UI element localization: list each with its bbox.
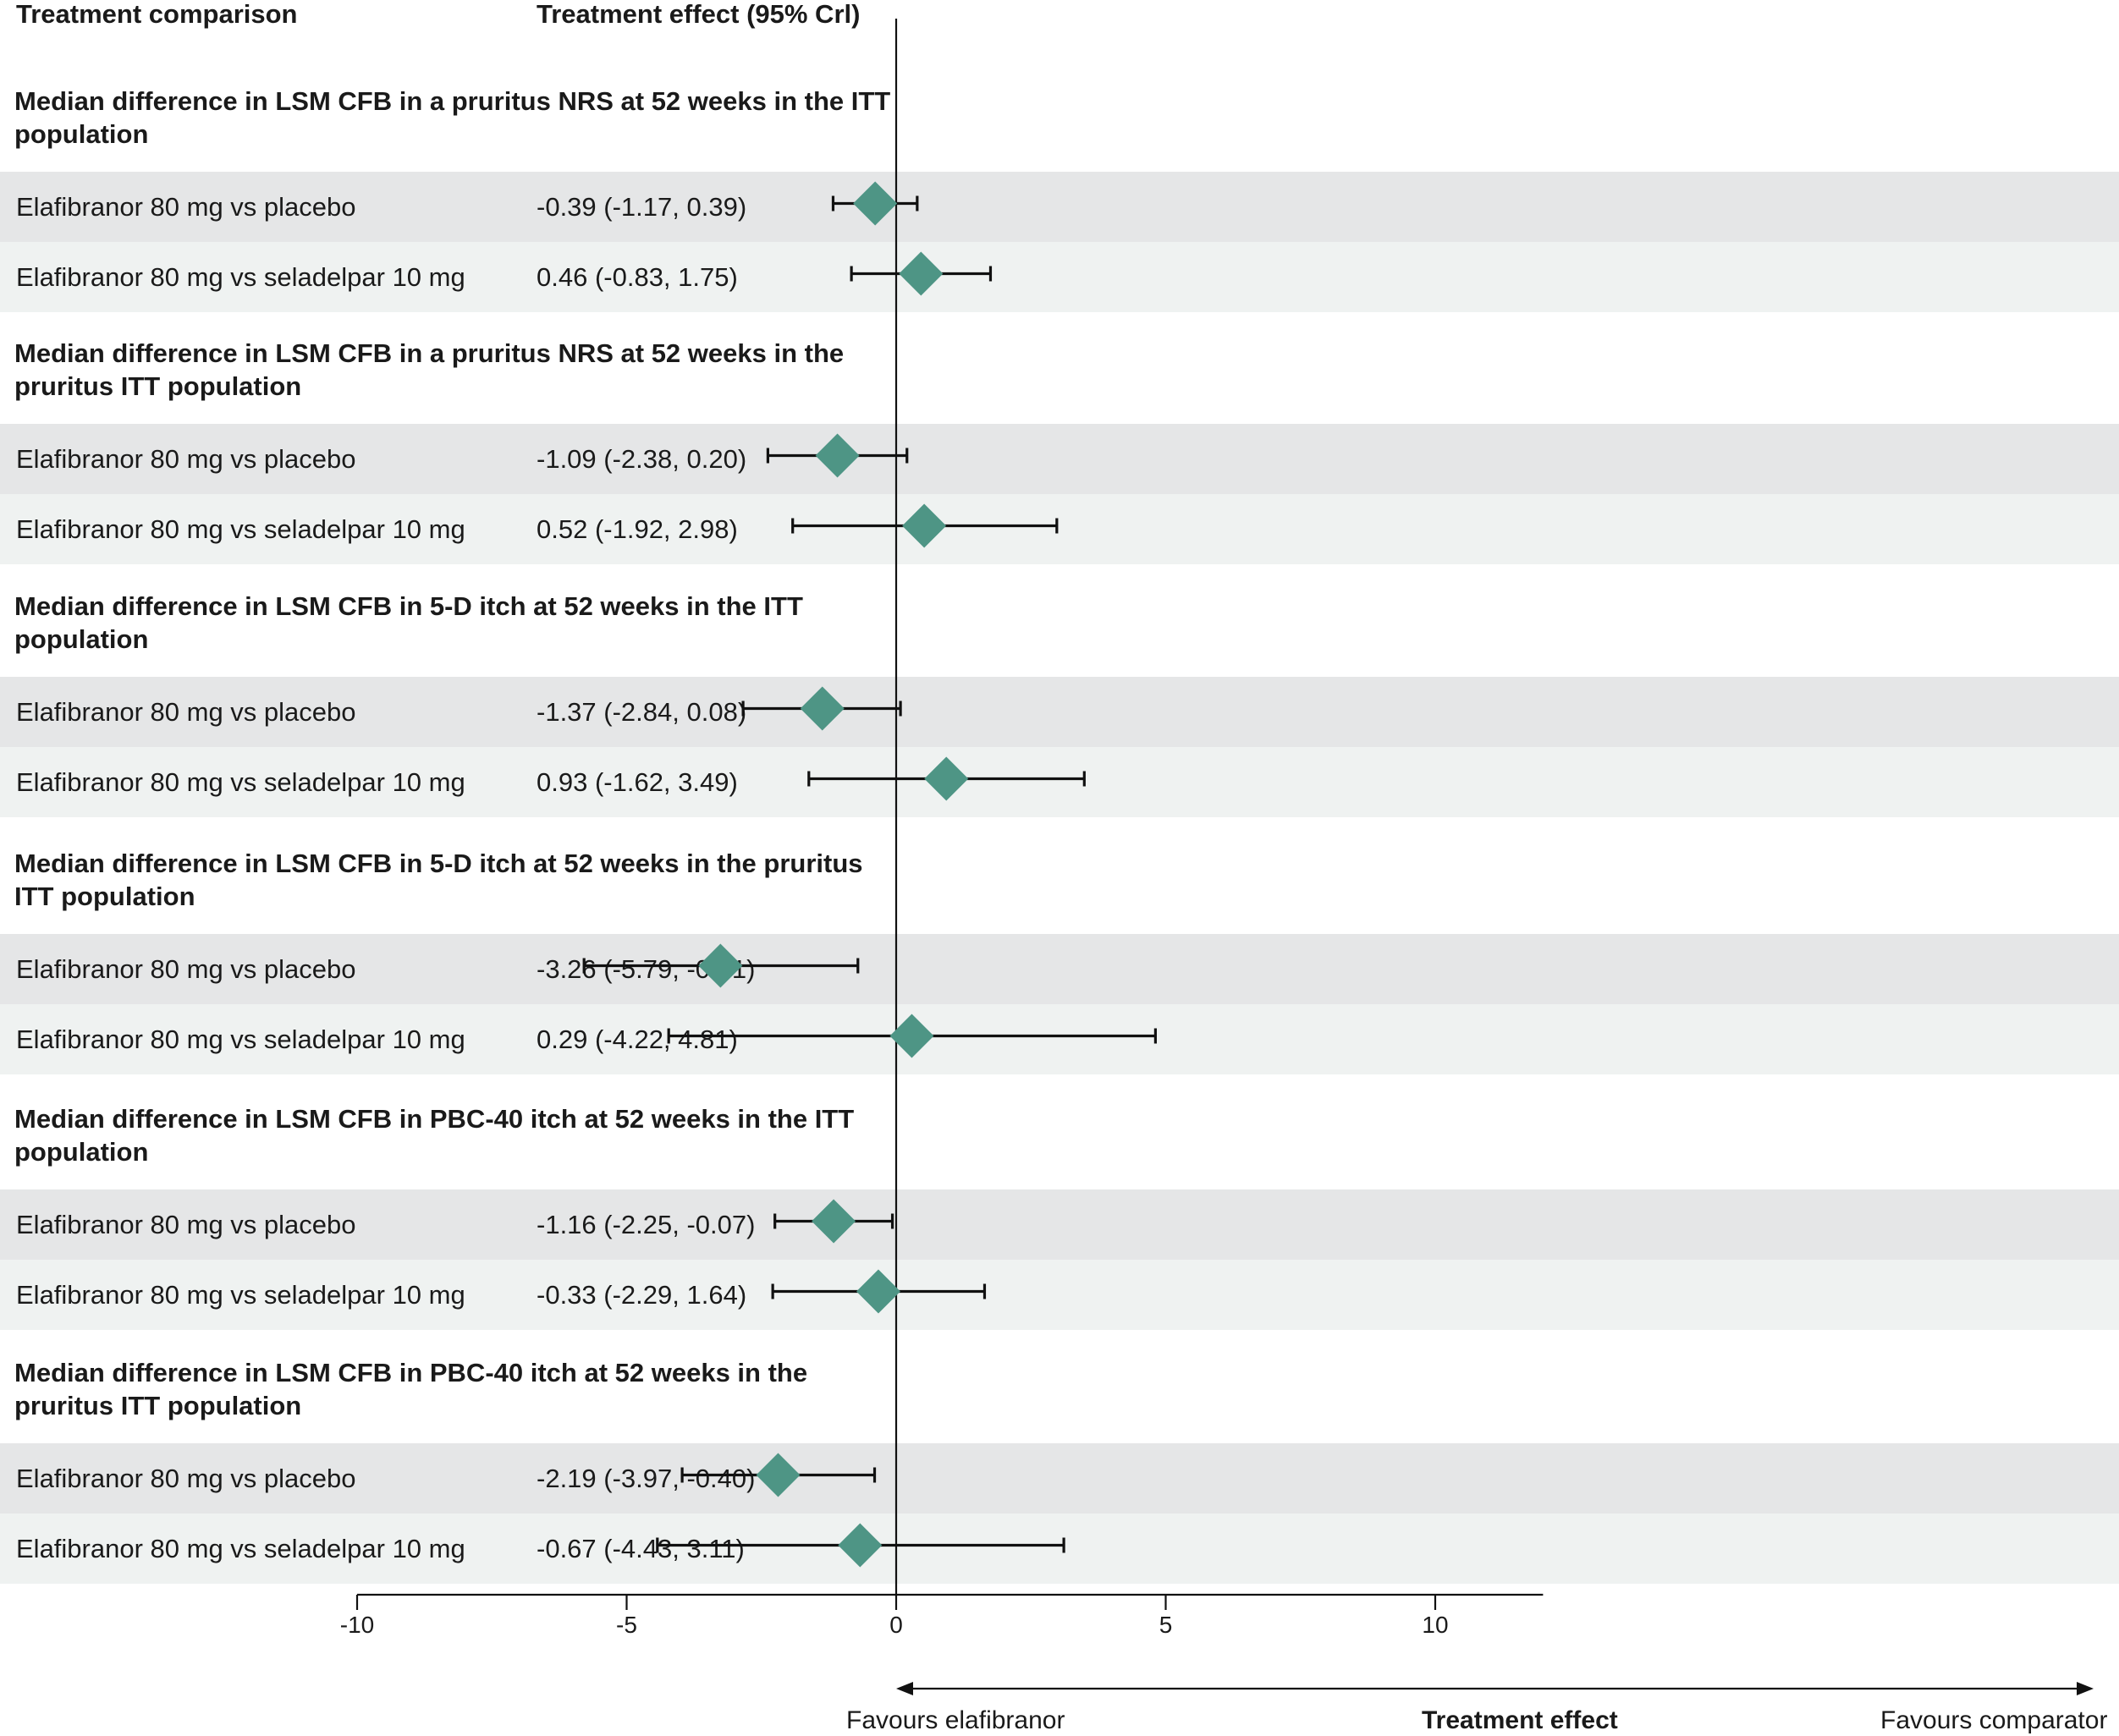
x-tick-label: 10 <box>1422 1612 1449 1638</box>
x-tick-label: 0 <box>889 1612 903 1638</box>
row-band <box>0 1260 2119 1330</box>
estimate-diamond <box>800 686 845 731</box>
estimate-diamond <box>856 1269 900 1314</box>
estimate-diamond <box>899 251 944 296</box>
row-label: Elafibranor 80 mg vs placebo <box>16 697 356 727</box>
row-effect: -0.67 (-4.43, 3.11) <box>537 1534 745 1563</box>
row-effect: -2.19 (-3.97, -0.40) <box>537 1464 756 1493</box>
row-band <box>0 494 2119 564</box>
estimate-diamond <box>924 756 969 801</box>
row-band <box>0 424 2119 494</box>
row-effect: 0.52 (-1.92, 2.98) <box>537 514 738 544</box>
estimate-diamond <box>838 1523 883 1568</box>
header-treatment-effect: Treatment effect (95% Crl) <box>537 0 861 29</box>
row-effect: -0.39 (-1.17, 0.39) <box>537 192 747 222</box>
row-band <box>0 934 2119 1004</box>
row-band <box>0 677 2119 747</box>
row-effect: 0.29 (-4.22, 4.81) <box>537 1025 738 1054</box>
x-tick-label: -10 <box>339 1612 375 1638</box>
estimate-diamond <box>815 433 860 478</box>
row-band <box>0 172 2119 242</box>
header-treatment-comparison: Treatment comparison <box>16 0 298 29</box>
row-band <box>0 242 2119 312</box>
row-band <box>0 1514 2119 1584</box>
section-title: Median difference in LSM CFB in a prurit… <box>14 338 845 401</box>
row-label: Elafibranor 80 mg vs seladelpar 10 mg <box>16 767 465 797</box>
section-title: Median difference in LSM CFB in 5-D itch… <box>14 849 863 911</box>
estimate-diamond <box>812 1199 856 1244</box>
direction-arrow-left-head <box>896 1682 913 1695</box>
row-label: Elafibranor 80 mg vs seladelpar 10 mg <box>16 1280 465 1310</box>
x-tick-label: -5 <box>616 1612 637 1638</box>
row-effect: -1.37 (-2.84, 0.08) <box>537 697 747 727</box>
row-band <box>0 1443 2119 1514</box>
x-tick-label: 5 <box>1159 1612 1173 1638</box>
row-effect: -1.16 (-2.25, -0.07) <box>537 1210 756 1239</box>
row-effect: -1.09 (-2.38, 0.20) <box>537 444 747 474</box>
row-effect: 0.93 (-1.62, 3.49) <box>537 767 738 797</box>
direction-arrow-right-head <box>2077 1682 2094 1695</box>
row-label: Elafibranor 80 mg vs placebo <box>16 1210 356 1239</box>
favours-left-label: Favours elafibranor <box>846 1706 1065 1734</box>
estimate-diamond <box>889 1014 934 1058</box>
estimate-diamond <box>698 943 743 988</box>
estimate-diamond <box>756 1453 801 1497</box>
row-label: Elafibranor 80 mg vs seladelpar 10 mg <box>16 1025 465 1054</box>
row-label: Elafibranor 80 mg vs seladelpar 10 mg <box>16 1534 465 1563</box>
row-label: Elafibranor 80 mg vs seladelpar 10 mg <box>16 514 465 544</box>
row-label: Elafibranor 80 mg vs placebo <box>16 444 356 474</box>
row-label: Elafibranor 80 mg vs placebo <box>16 192 356 222</box>
favours-right-label: Favours comparator <box>1880 1706 2108 1734</box>
row-effect: -0.33 (-2.29, 1.64) <box>537 1280 747 1310</box>
section-title: Median difference in LSM CFB in 5-D itch… <box>14 591 803 654</box>
section-title: Median difference in LSM CFB in PBC-40 i… <box>14 1104 855 1167</box>
row-effect: 0.46 (-0.83, 1.75) <box>537 262 738 292</box>
section-title: Median difference in LSM CFB in a prurit… <box>14 86 891 149</box>
estimate-diamond <box>853 181 898 226</box>
row-band <box>0 747 2119 817</box>
x-axis-title: Treatment effect <box>1422 1706 1618 1734</box>
section-title: Median difference in LSM CFB in PBC-40 i… <box>14 1358 808 1420</box>
row-label: Elafibranor 80 mg vs seladelpar 10 mg <box>16 262 465 292</box>
row-label: Elafibranor 80 mg vs placebo <box>16 1464 356 1493</box>
row-band <box>0 1004 2119 1074</box>
row-band <box>0 1189 2119 1260</box>
row-label: Elafibranor 80 mg vs placebo <box>16 954 356 984</box>
estimate-diamond <box>902 503 947 548</box>
